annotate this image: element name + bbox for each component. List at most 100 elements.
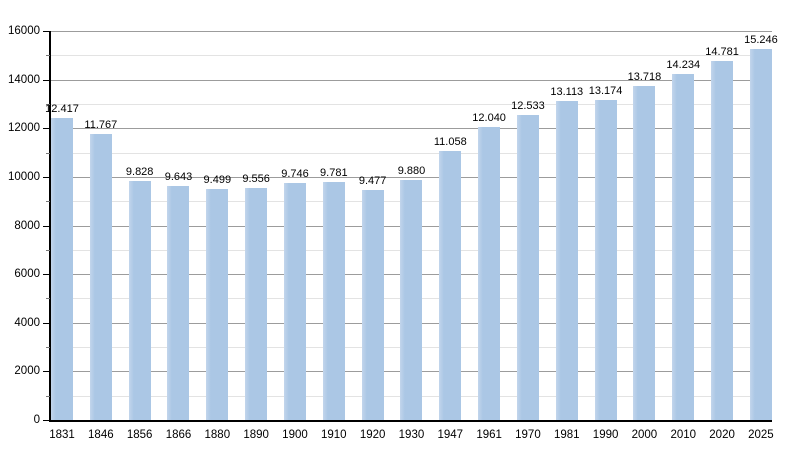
bar-value-label: 9.781 (320, 167, 348, 180)
plot-area: 12.417 1831 11.767 1846 9.828 1856 9.643 1866 9.… (43, 31, 778, 441)
bar-value-label: 9.880 (397, 164, 426, 177)
x-tick-label: 1970 (515, 429, 541, 441)
y-major-tick (43, 322, 50, 324)
bar-value-label: 9.746 (281, 168, 309, 181)
y-tick-label: 14000 (8, 73, 40, 86)
bar (749, 49, 772, 420)
bar (555, 101, 578, 420)
bar (711, 60, 734, 420)
bar-value-label: 11.767 (84, 118, 118, 131)
x-tick-label: 2010 (670, 429, 697, 441)
minor-gridline (51, 55, 772, 57)
y-minor-tick (46, 103, 50, 105)
y-tick-label: 10000 (8, 170, 40, 183)
y-tick-label: 0 (33, 414, 40, 426)
y-major-tick (43, 274, 50, 276)
bar-slot: 11.058 1947 (434, 31, 467, 441)
bar (400, 179, 423, 420)
y-tick-label: 12000 (8, 122, 40, 135)
x-tick-label: 2025 (748, 429, 774, 441)
bar-slot: 14.781 2020 (705, 31, 739, 441)
y-minor-tick (46, 249, 50, 251)
y-major-tick (43, 371, 50, 373)
major-gridline (51, 128, 772, 130)
bar (283, 183, 306, 420)
x-tick-label: 1920 (359, 429, 386, 441)
bar-value-label: 14.781 (705, 45, 739, 58)
bar-slot: 13.174 1990 (589, 31, 623, 441)
bar-slot: 15.246 2025 (744, 31, 778, 441)
bar (516, 115, 539, 420)
bar-value-label: 9.477 (358, 174, 387, 187)
bar-value-label: 13.113 (550, 86, 584, 99)
bar (322, 182, 345, 420)
bar (245, 187, 268, 420)
bar-value-label: 9.556 (242, 172, 270, 185)
y-minor-tick (46, 298, 50, 300)
y-minor-tick (46, 201, 50, 203)
y-tick-label: 2000 (14, 365, 40, 378)
bar-value-label: 9.643 (164, 170, 193, 183)
bar-value-label: 13.174 (588, 84, 623, 97)
x-tick-label: 1910 (321, 429, 347, 441)
bar-value-label: 15.246 (744, 34, 778, 47)
bar-value-label: 12.040 (472, 112, 506, 125)
minor-gridline (51, 103, 772, 105)
bar-slot: 9.880 1930 (398, 31, 426, 441)
bar (594, 99, 617, 420)
x-tick-label: 1866 (165, 429, 192, 441)
bar (206, 189, 229, 420)
bar-slot: 12.533 1970 (511, 31, 545, 441)
major-gridline (51, 31, 772, 32)
bar (51, 118, 73, 420)
x-tick-label: 1880 (204, 429, 231, 441)
bar (672, 73, 695, 420)
y-minor-tick (46, 152, 50, 154)
y-major-tick (43, 225, 50, 227)
x-tick-label: 1981 (553, 429, 580, 441)
x-tick-label: 1890 (243, 429, 269, 441)
bar (128, 181, 151, 420)
bar-value-label: 14.234 (666, 58, 701, 71)
bar-slot: 13.113 1981 (550, 31, 583, 441)
x-tick-label: 1961 (476, 429, 502, 441)
y-tick-label: 8000 (14, 219, 40, 232)
bar-value-label: 12.417 (45, 103, 79, 116)
bar-slot: 11.767 1846 (84, 31, 117, 441)
bar (439, 151, 462, 420)
bar-value-label: 9.828 (125, 166, 154, 179)
bar-slot: 13.718 2000 (628, 31, 662, 441)
y-minor-tick (46, 347, 50, 349)
major-gridline (51, 176, 772, 178)
y-major-tick (43, 176, 50, 178)
x-tick-label: 1947 (437, 429, 464, 441)
y-major-tick (43, 79, 50, 81)
y-major-tick (43, 31, 50, 32)
y-tick-label: 16000 (8, 25, 40, 37)
y-major-tick (43, 128, 50, 130)
x-tick-label: 1930 (398, 429, 425, 441)
bar-slot: 9.477 1920 (358, 31, 387, 441)
x-tick-label: 1831 (49, 429, 75, 441)
y-minor-tick (46, 55, 50, 57)
bar-slot: 9.746 1900 (281, 31, 309, 441)
bar (633, 86, 656, 420)
minor-gridline (51, 152, 772, 154)
x-tick-label: 1846 (88, 429, 114, 441)
bar-slot: 14.234 2010 (666, 31, 700, 441)
y-tick-label: 4000 (14, 316, 40, 329)
y-major-tick (43, 420, 50, 421)
bar-slot: 9.828 1856 (125, 31, 154, 441)
y-tick-label: 6000 (14, 268, 40, 281)
bar-value-label: 13.718 (627, 71, 662, 84)
bar (167, 185, 190, 420)
bar-slot: 9.781 1910 (320, 31, 348, 441)
bar (478, 127, 501, 420)
bar (89, 133, 112, 420)
x-tick-label: 2020 (709, 429, 735, 441)
bar-slot: 9.499 1880 (204, 31, 232, 441)
x-tick-label: 1990 (592, 429, 619, 441)
bar (361, 189, 384, 420)
x-tick-label: 1856 (126, 429, 153, 441)
